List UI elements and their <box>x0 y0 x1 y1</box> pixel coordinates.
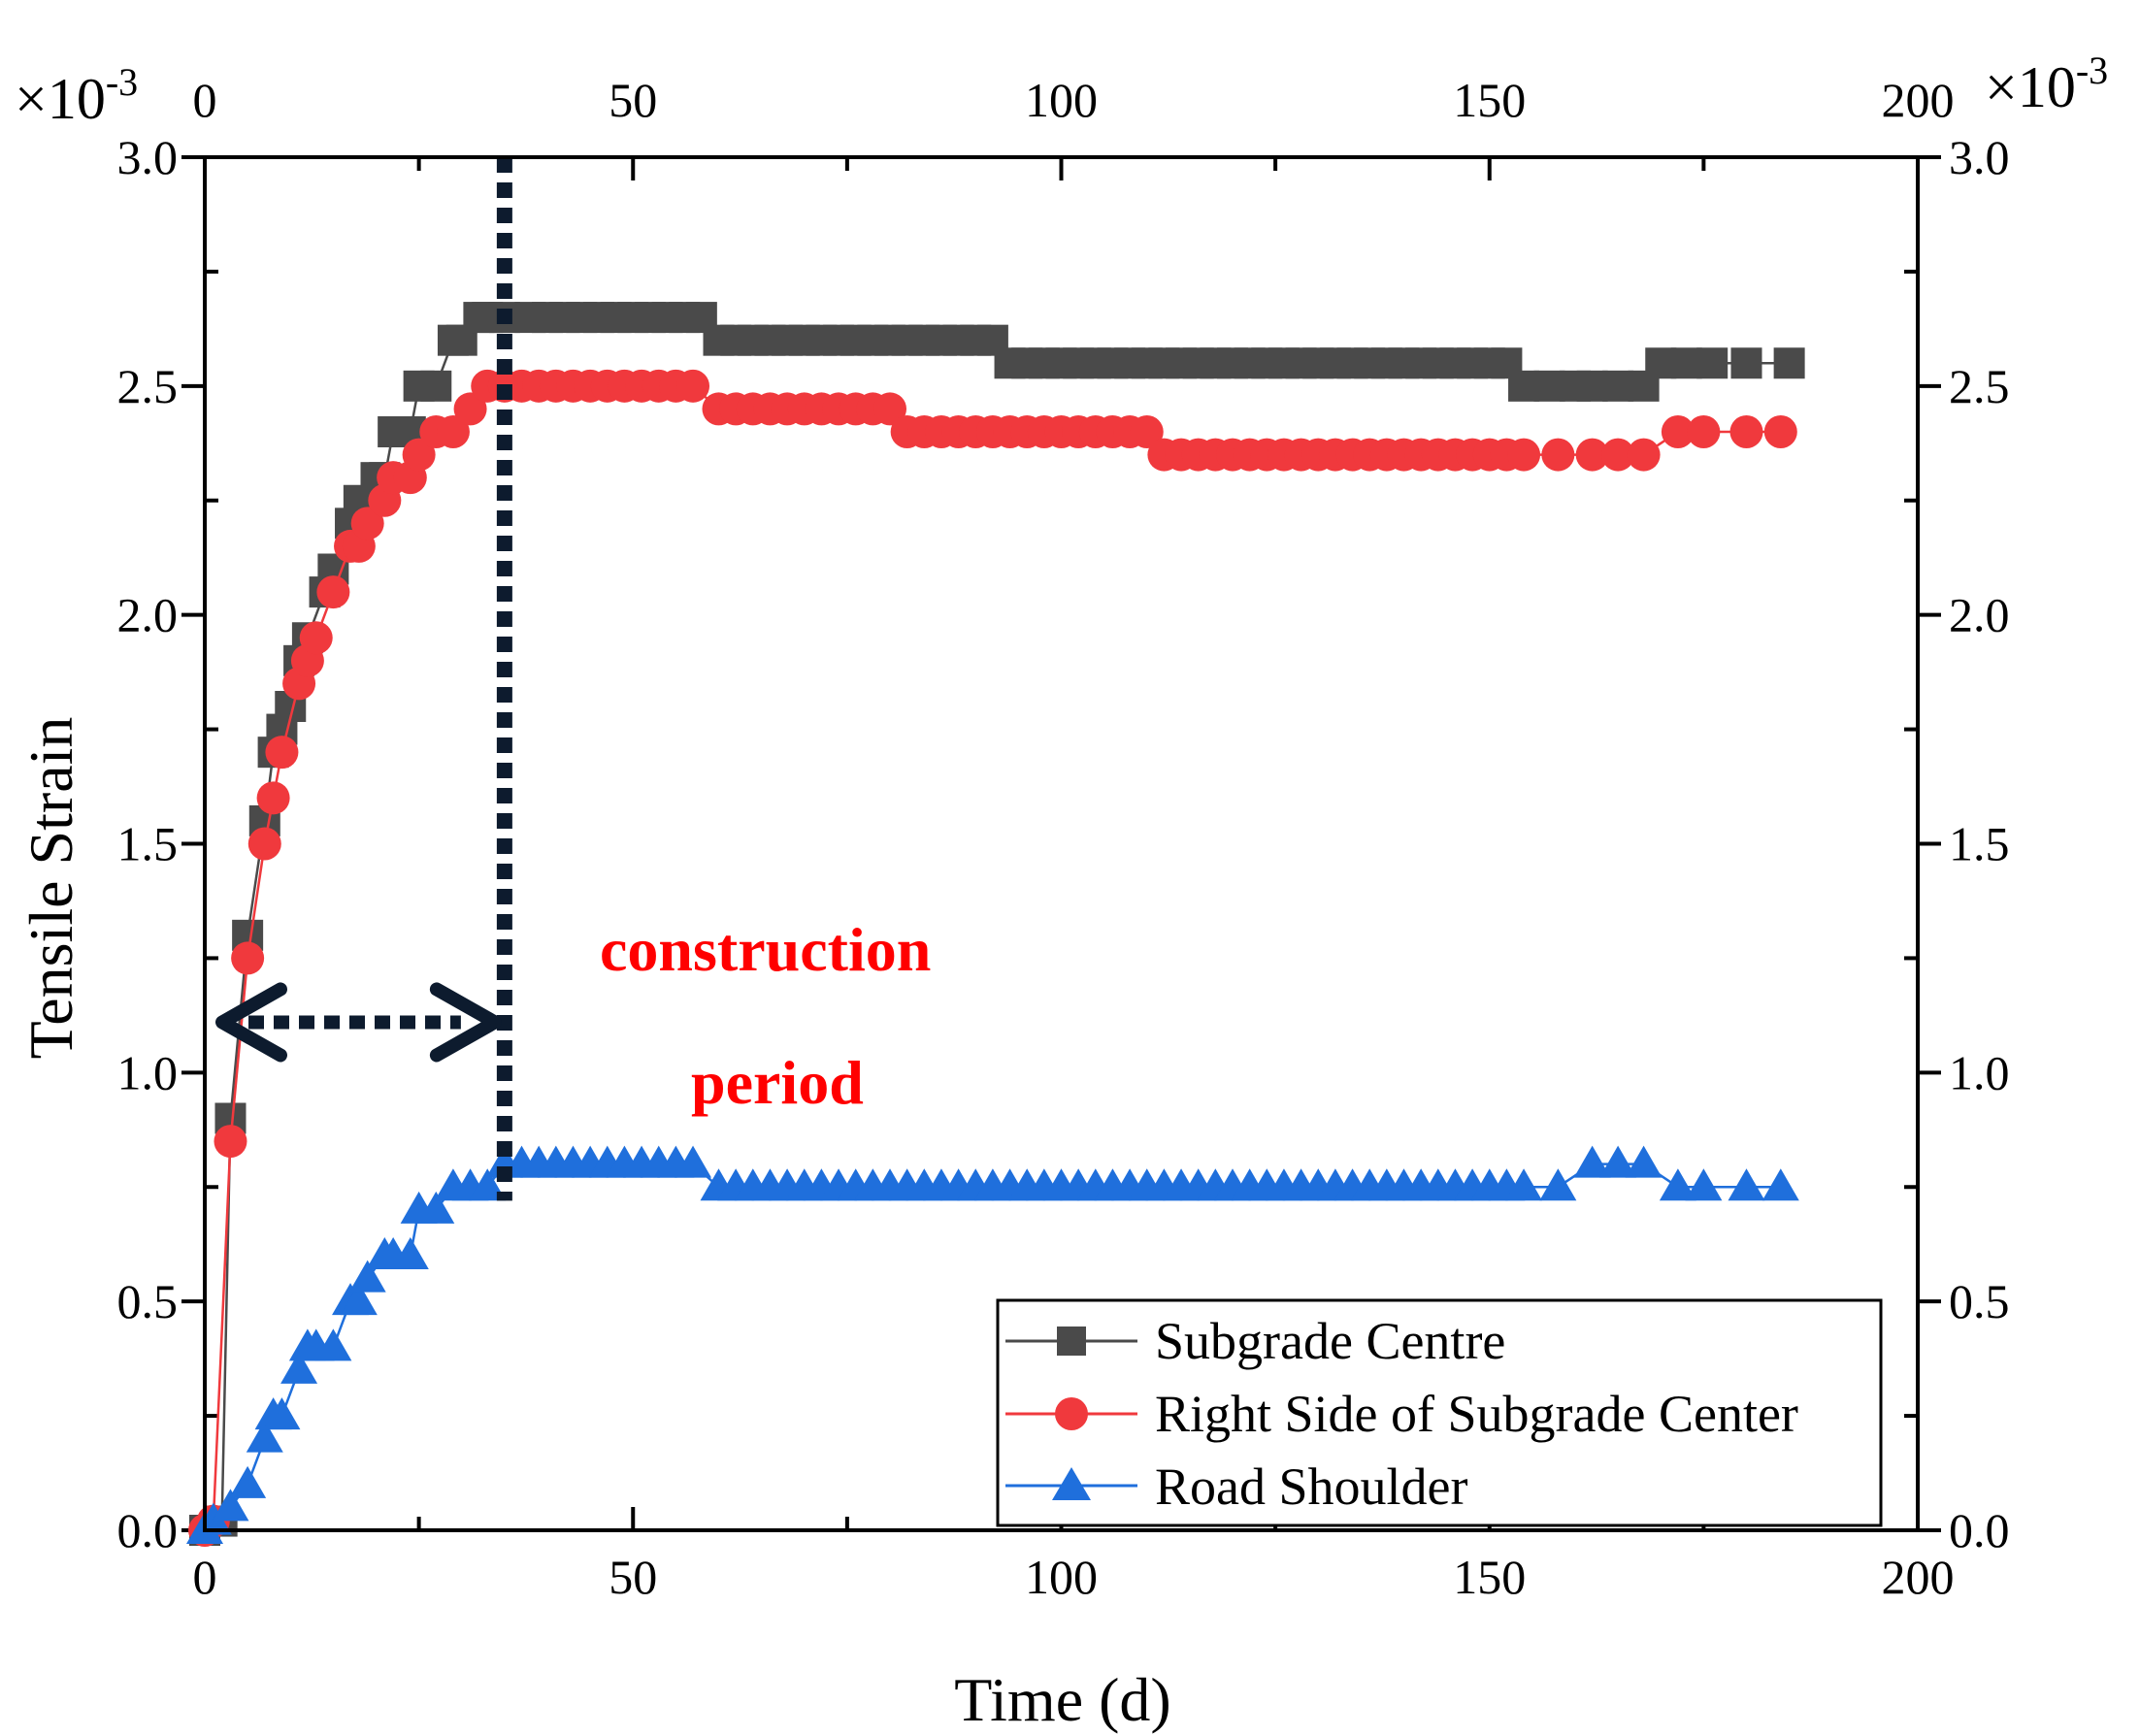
data-point-circle <box>1507 438 1541 472</box>
data-point-circle <box>256 781 290 815</box>
data-point-triangle <box>391 1237 429 1269</box>
data-point-triangle <box>246 1420 283 1453</box>
data-point-circle <box>1729 415 1763 448</box>
data-point-triangle <box>1728 1168 1765 1201</box>
x-tick-label-top: 0 <box>193 73 217 127</box>
x-tick-label-bottom: 200 <box>1882 1550 1955 1604</box>
y-tick-label-right: 1.0 <box>1949 1045 2010 1099</box>
annotation-layer: construction period <box>215 157 931 1201</box>
data-point-triangle <box>314 1328 352 1361</box>
y-tick-label-left: 0.0 <box>117 1503 179 1557</box>
data-point-circle <box>1575 438 1609 472</box>
legend-label-right-side: Right Side of Subgrade Center <box>1155 1385 1798 1443</box>
legend-marker-square <box>1057 1327 1086 1356</box>
y-tick-label-right: 0.5 <box>1949 1274 2010 1328</box>
data-point-circle <box>350 507 384 540</box>
right-exponent-label: ×10-3 <box>1985 49 2108 119</box>
y-tick-label-right: 3.0 <box>1949 130 2010 184</box>
data-point-circle <box>247 827 281 861</box>
x-tick-label-top: 150 <box>1453 73 1526 127</box>
data-point-circle <box>676 369 710 403</box>
legend-marker-triangle <box>1052 1467 1091 1500</box>
series-right-side-of-subgrade-center <box>188 369 1797 1547</box>
data-point-circle <box>1130 415 1164 448</box>
x-tick-label-top: 50 <box>609 73 657 127</box>
legend-label-road-shoulder: Road Shoulder <box>1155 1458 1467 1516</box>
data-point-circle <box>265 736 299 770</box>
legend: Subgrade Centre Right Side of Subgrade C… <box>996 1298 1883 1527</box>
data-point-triangle <box>1505 1168 1543 1201</box>
x-axis-title: Time (d) <box>954 1665 1170 1734</box>
data-point-circle <box>1601 438 1635 472</box>
y-tick-label-left: 1.0 <box>117 1045 179 1099</box>
data-point-circle <box>231 941 265 975</box>
data-point-triangle <box>1761 1168 1799 1201</box>
data-point-triangle <box>1573 1145 1611 1178</box>
legend-marker-circle <box>1055 1397 1088 1430</box>
data-point-circle <box>214 1125 247 1159</box>
y-tick-label-left: 0.5 <box>117 1274 179 1328</box>
x-tick-label-top: 200 <box>1882 73 1955 127</box>
data-point-triangle <box>1539 1168 1577 1201</box>
data-point-circle <box>436 415 470 448</box>
arrowhead-left <box>215 982 287 1063</box>
x-tick-label-bottom: 100 <box>1025 1550 1098 1604</box>
data-point-circle <box>873 392 906 426</box>
legend-label-subgrade-centre: Subgrade Centre <box>1155 1312 1505 1370</box>
data-point-circle <box>1541 438 1575 472</box>
data-point-square <box>1696 347 1728 379</box>
series-layer <box>186 302 1805 1547</box>
y-tick-label-right: 0.0 <box>1949 1503 2010 1557</box>
y-tick-label-left: 2.0 <box>117 588 179 642</box>
data-point-circle <box>1627 438 1661 472</box>
data-point-circle <box>299 621 333 655</box>
data-point-square <box>1730 347 1762 379</box>
data-point-circle <box>1661 415 1695 448</box>
arrowhead-right <box>429 982 502 1063</box>
y-tick-label-right: 1.5 <box>1949 817 2010 871</box>
data-point-circle <box>1763 415 1797 448</box>
data-point-square <box>420 370 452 402</box>
data-point-triangle <box>280 1351 318 1384</box>
data-point-triangle <box>1659 1168 1696 1201</box>
legend-entry-subgrade-centre: Subgrade Centre <box>1005 1312 1505 1370</box>
data-point-triangle <box>212 1489 249 1522</box>
data-point-triangle <box>469 1168 507 1201</box>
data-point-triangle <box>675 1145 712 1178</box>
data-point-circle <box>402 438 436 472</box>
x-tick-label-top: 100 <box>1025 73 1098 127</box>
data-point-triangle <box>417 1191 455 1224</box>
data-point-circle <box>316 575 350 609</box>
annotation-construction: construction <box>600 915 931 984</box>
data-point-square <box>1773 347 1805 379</box>
annotation-period: period <box>691 1048 864 1117</box>
x-tick-label-bottom: 0 <box>193 1550 217 1604</box>
series-road-shoulder <box>186 1145 1799 1544</box>
legend-box <box>996 1298 1883 1527</box>
left-exponent-label: ×10-3 <box>15 60 138 131</box>
y-tick-label-left: 1.5 <box>117 817 179 871</box>
x-tick-label-bottom: 150 <box>1453 1550 1526 1604</box>
data-point-triangle <box>1625 1145 1663 1178</box>
y-tick-label-left: 3.0 <box>117 130 179 184</box>
data-point-triangle <box>340 1283 378 1316</box>
legend-entry-right-side: Right Side of Subgrade Center <box>1005 1385 1798 1443</box>
data-point-circle <box>1687 415 1721 448</box>
data-point-triangle <box>1685 1168 1723 1201</box>
y-tick-label-right: 2.5 <box>1949 359 2010 413</box>
data-point-triangle <box>263 1397 301 1430</box>
legend-entry-road-shoulder: Road Shoulder <box>1005 1458 1467 1516</box>
data-point-triangle <box>229 1465 267 1498</box>
y-axis-title: Tensile Strain <box>16 717 85 1060</box>
data-point-circle <box>453 392 487 426</box>
y-tick-label-left: 2.5 <box>117 359 179 413</box>
y-tick-label-right: 2.0 <box>1949 588 2010 642</box>
data-point-triangle <box>348 1260 386 1293</box>
plot-frame <box>203 155 1920 1532</box>
data-point-triangle <box>1599 1145 1637 1178</box>
x-tick-label-bottom: 50 <box>609 1550 657 1604</box>
